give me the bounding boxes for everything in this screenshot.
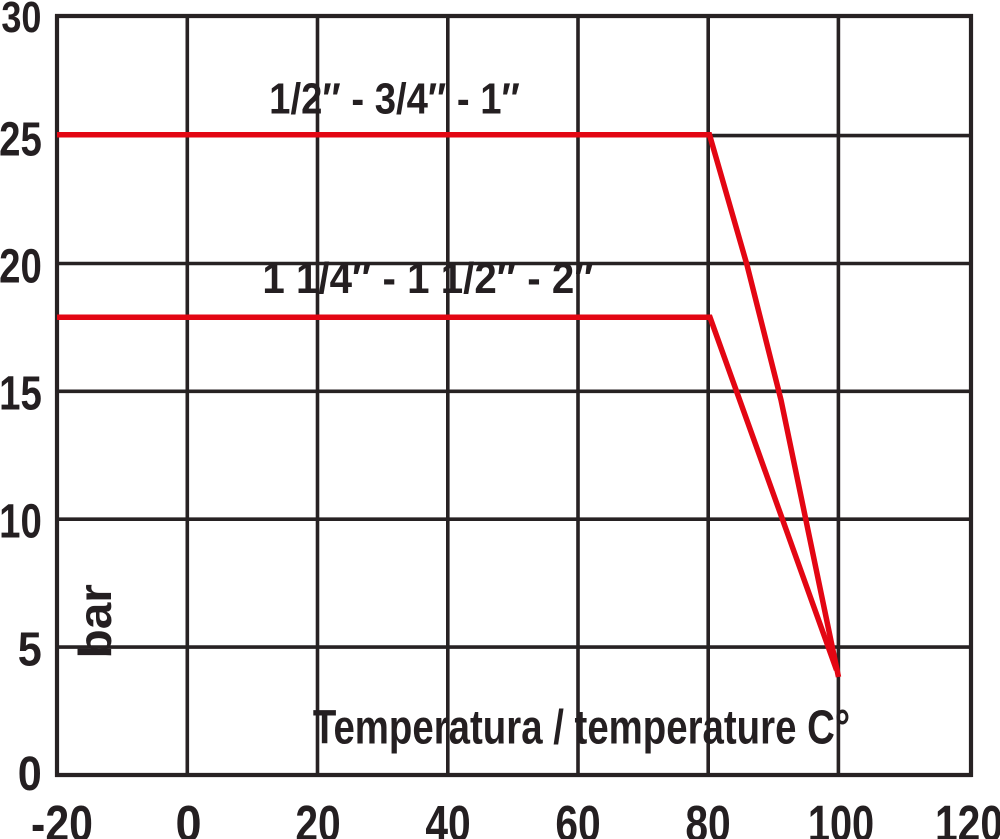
svg-text:5: 5 — [18, 622, 42, 676]
svg-text:bar: bar — [70, 584, 121, 658]
svg-text:1 1/4″ - 1 1/2″ - 2″: 1 1/4″ - 1 1/2″ - 2″ — [262, 253, 593, 302]
svg-text:Temperatura / temperature C°: Temperatura / temperature C° — [313, 702, 850, 755]
svg-text:0: 0 — [175, 796, 201, 839]
svg-text:1/2″ - 3/4″ - 1″: 1/2″ - 3/4″ - 1″ — [269, 74, 520, 123]
svg-text:20: 20 — [0, 241, 42, 294]
svg-text:0: 0 — [18, 747, 42, 801]
svg-text:25: 25 — [0, 114, 42, 167]
svg-text:20: 20 — [295, 795, 340, 839]
svg-text:-20: -20 — [31, 794, 93, 839]
svg-text:60: 60 — [555, 795, 600, 839]
svg-text:100: 100 — [808, 795, 874, 839]
svg-text:15: 15 — [0, 368, 42, 421]
svg-text:10: 10 — [0, 496, 42, 549]
svg-text:80: 80 — [685, 795, 730, 839]
svg-text:40: 40 — [425, 795, 470, 839]
svg-text:120: 120 — [935, 795, 1000, 839]
svg-text:30: 30 — [1, 0, 41, 42]
